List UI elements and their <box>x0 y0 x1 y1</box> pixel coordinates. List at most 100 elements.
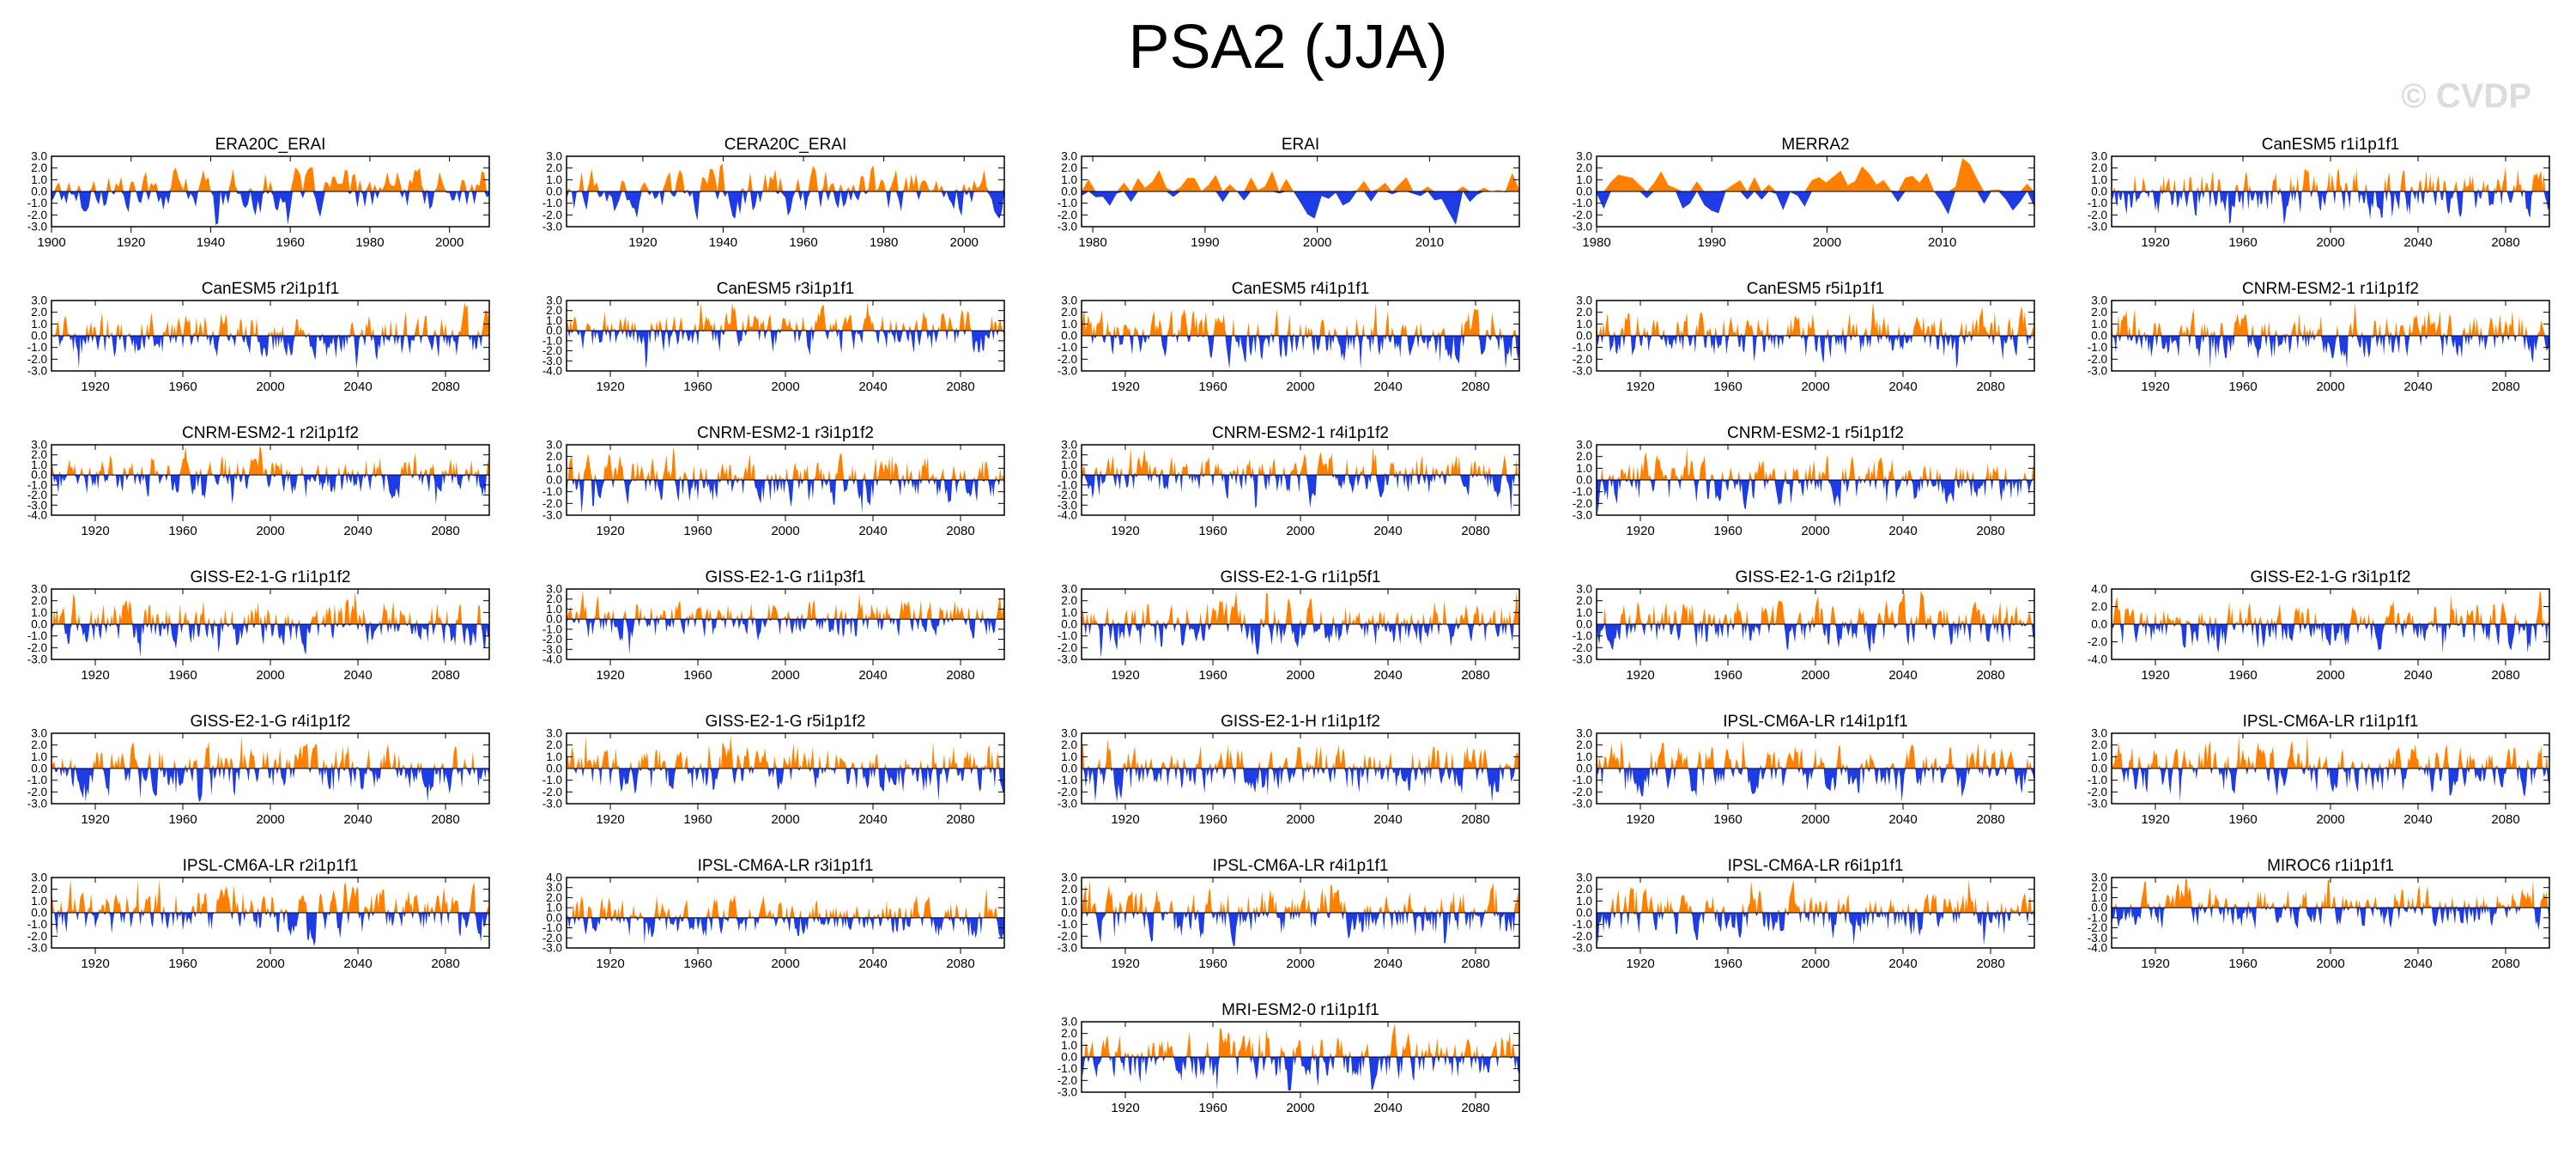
x-tick-label: 2080 <box>2491 812 2519 827</box>
series-negative-area <box>2112 908 2549 931</box>
y-tick-label: 0.0 <box>31 762 47 775</box>
x-tick-label: 2000 <box>256 524 284 538</box>
x-tick-label: 1960 <box>168 380 197 394</box>
x-tick-label: 1920 <box>1111 524 1139 538</box>
panel-title: IPSL-CM6A-LR r1i1p1f1 <box>2243 713 2419 731</box>
series-positive-area <box>567 163 1004 191</box>
y-tick-label: -2.0 <box>542 786 562 799</box>
x-tick-label: 1960 <box>789 235 817 250</box>
x-tick-label: 1960 <box>1198 380 1227 394</box>
y-tick-label: 2.0 <box>546 304 562 317</box>
y-tick-label: 0.0 <box>31 469 47 482</box>
x-tick-label: 2040 <box>2403 235 2432 250</box>
x-tick-label: 1960 <box>168 957 197 971</box>
series-negative-area <box>2112 191 2549 225</box>
x-tick-label: 2000 <box>1801 524 1829 538</box>
y-tick-label: -3.0 <box>542 942 562 955</box>
y-tick-label: -4.0 <box>542 653 562 666</box>
x-tick-label: 1920 <box>1626 957 1654 971</box>
y-tick-label: 3.0 <box>1061 150 1077 163</box>
y-tick-label: 2.0 <box>2091 161 2107 174</box>
y-tick-label: -2.0 <box>1573 930 1592 943</box>
y-tick-label: 2.0 <box>31 883 47 896</box>
x-tick-label: 2000 <box>256 957 284 971</box>
y-tick-label: -3.0 <box>1058 798 1077 811</box>
x-tick-label: 2080 <box>1976 812 2004 827</box>
series-negative-area <box>52 913 489 946</box>
x-tick-label: 2080 <box>431 524 459 538</box>
x-tick-label: 2010 <box>1415 235 1444 250</box>
series-negative-area <box>1597 624 2034 653</box>
y-tick-label: 2.0 <box>31 448 47 461</box>
panel-title: CanESM5 r2i1p1f1 <box>202 280 340 298</box>
panel-title: GISS-E2-1-G r1i1p3f1 <box>706 568 866 586</box>
panel-cera20c-erai: CERA20C_ERAI 3.02.01.00.0-1.0-2.0-3.0 1920… <box>542 136 1005 250</box>
x-tick-label: 1960 <box>683 380 712 394</box>
x-tick-label: 2040 <box>1373 957 1402 971</box>
y-tick-label: 0.0 <box>1576 330 1592 343</box>
y-tick-label: 2.0 <box>31 738 47 751</box>
y-tick-label: -3.0 <box>1573 942 1592 955</box>
panel-title: GISS-E2-1-G r1i1p1f2 <box>191 568 351 586</box>
y-tick-label: 3.0 <box>1061 872 1077 884</box>
y-tick-label: -4.0 <box>1058 509 1077 522</box>
y-tick-label: -1.0 <box>542 485 562 498</box>
panel-title: GISS-E2-1-H r1i1p1f2 <box>1221 713 1380 731</box>
y-tick-label: 0.0 <box>1061 762 1077 775</box>
y-tick-label: 3.0 <box>31 439 47 452</box>
x-tick-label: 2080 <box>946 524 974 538</box>
x-tick-label: 2000 <box>1801 668 1829 683</box>
series-negative-area <box>567 480 1004 513</box>
y-tick-label: 2.0 <box>1576 883 1592 896</box>
x-tick-label: 2080 <box>2491 235 2519 250</box>
x-tick-label: 1960 <box>2228 380 2257 394</box>
x-tick-label: 1960 <box>2228 235 2257 250</box>
y-tick-label: 2.0 <box>546 592 562 605</box>
y-tick-label: -1.0 <box>1058 1062 1077 1075</box>
y-tick-label: 1.0 <box>2091 750 2107 763</box>
y-tick-label: 3.0 <box>1061 583 1077 596</box>
panel-cnrm-esm2-1-r5i1p1f2: CNRM-ESM2-1 r5i1p1f2 3.02.01.00.0-1.0-2.0… <box>1573 424 2035 538</box>
y-tick-label: 1.0 <box>1576 462 1592 475</box>
y-tick-label: -1.0 <box>27 341 47 354</box>
y-tick-label: 3.0 <box>546 150 562 163</box>
y-tick-label: 3.0 <box>546 727 562 740</box>
y-tick-label: 1.0 <box>2091 891 2107 904</box>
x-tick-label: 2040 <box>1888 812 1917 827</box>
panel-giss-e2-1-g-r4i1p1f2: GISS-E2-1-G r4i1p1f2 3.02.01.00.0-1.0-2.0… <box>27 713 490 827</box>
y-tick-label: 0.0 <box>2091 902 2107 914</box>
y-tick-label: -2.0 <box>27 489 47 501</box>
y-tick-label: -2.0 <box>542 209 562 222</box>
y-tick-label: 1.0 <box>1061 1039 1077 1052</box>
y-tick-label: -1.0 <box>1573 197 1592 210</box>
x-tick-label: 1960 <box>683 524 712 538</box>
panel-cnrm-esm2-1-r4i1p1f2: CNRM-ESM2-1 r4i1p1f2 3.02.01.00.0-1.0-2.0… <box>1058 424 1520 538</box>
y-tick-label: 0.0 <box>2091 185 2107 198</box>
y-tick-label: -1.0 <box>27 918 47 931</box>
series-positive-area <box>52 591 489 624</box>
y-tick-label: -2.0 <box>27 353 47 366</box>
y-tick-label: -2.0 <box>1058 930 1077 943</box>
y-tick-label: 2.0 <box>2091 881 2107 894</box>
panel-ipsl-cm6a-lr-r14i1p1f1: IPSL-CM6A-LR r14i1p1f1 3.02.01.00.0-1.0-2… <box>1573 713 2035 827</box>
panel-cnrm-esm2-1-r2i1p1f2: CNRM-ESM2-1 r2i1p1f2 3.02.01.00.0-1.0-2.0… <box>27 424 490 538</box>
y-tick-label: 0.0 <box>31 185 47 198</box>
panel-canesm5-r1i1p1f1: CanESM5 r1i1p1f1 3.02.01.00.0-1.0-2.0-3.0… <box>2088 136 2550 250</box>
y-tick-label: -1.0 <box>1573 341 1592 354</box>
y-tick-label: -3.0 <box>27 942 47 955</box>
series-positive-area <box>1597 879 2034 913</box>
series-positive-area <box>2112 735 2549 768</box>
y-tick-label: 1.0 <box>2091 173 2107 186</box>
y-tick-label: 1.0 <box>1061 459 1077 471</box>
y-tick-label: -1.0 <box>542 334 562 347</box>
y-tick-label: -1.0 <box>27 629 47 642</box>
y-tick-label: 1.0 <box>1576 895 1592 908</box>
x-tick-label: 1960 <box>276 235 304 250</box>
x-tick-label: 2000 <box>1286 1101 1314 1115</box>
x-tick-label: 2000 <box>2316 235 2344 250</box>
x-tick-label: 2040 <box>343 957 372 971</box>
y-tick-label: -1.0 <box>1573 774 1592 787</box>
y-tick-label: 1.0 <box>2091 318 2107 331</box>
x-tick-label: 1960 <box>168 524 197 538</box>
